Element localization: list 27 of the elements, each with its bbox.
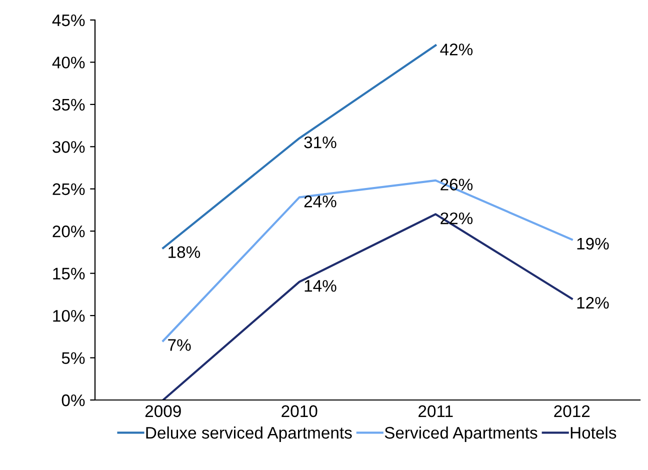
y-tick-label: 0%: [62, 394, 85, 406]
x-tick-label: 2012: [554, 405, 590, 418]
data-label: 14%: [304, 280, 336, 292]
legend-label: Hotels: [570, 426, 616, 439]
legend-label: Deluxe serviced Apartments: [146, 426, 352, 442]
y-tick-label: 45%: [52, 14, 85, 26]
data-label: 18%: [168, 246, 200, 258]
y-tick-label: 40%: [52, 56, 85, 68]
data-label: 24%: [304, 196, 336, 208]
data-label: 7%: [168, 339, 191, 351]
y-tick-label: 15%: [53, 268, 85, 280]
y-tick-label: 20%: [52, 226, 85, 238]
data-label: 22%: [440, 212, 473, 224]
y-tick-label: 30%: [52, 141, 85, 153]
line-series: [162, 213, 573, 400]
y-tick-label: 10%: [53, 310, 85, 322]
y-tick-label: 5%: [62, 352, 85, 364]
data-label: 31%: [304, 136, 336, 148]
x-tick-label: 2011: [418, 405, 453, 418]
y-tick-label: 25%: [52, 183, 85, 196]
y-tick-label: 35%: [52, 98, 85, 111]
data-label: 12%: [577, 296, 609, 309]
x-tick-label: 2010: [282, 405, 318, 418]
data-label: 42%: [440, 44, 473, 56]
legend-label: Serviced Apartments: [384, 426, 538, 442]
x-tick-label: 2009: [145, 405, 181, 418]
data-label: 19%: [577, 238, 609, 250]
